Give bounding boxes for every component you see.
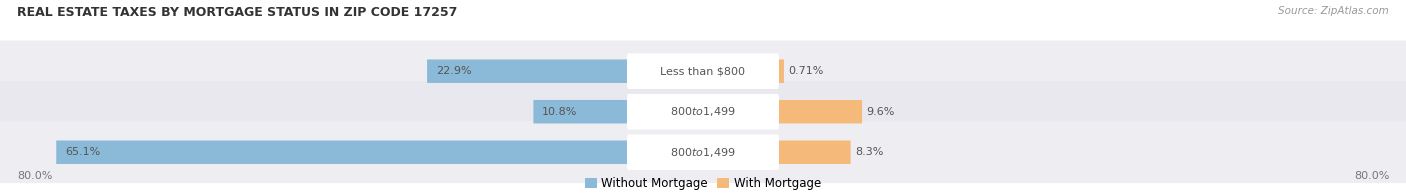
Text: $800 to $1,499: $800 to $1,499 (671, 105, 735, 118)
Text: 8.3%: 8.3% (855, 147, 883, 157)
FancyBboxPatch shape (56, 141, 628, 164)
Legend: Without Mortgage, With Mortgage: Without Mortgage, With Mortgage (585, 177, 821, 190)
FancyBboxPatch shape (0, 40, 1406, 102)
FancyBboxPatch shape (533, 100, 628, 123)
Text: 80.0%: 80.0% (17, 171, 52, 181)
FancyBboxPatch shape (0, 81, 1406, 142)
FancyBboxPatch shape (0, 122, 1406, 183)
Text: 80.0%: 80.0% (1354, 171, 1389, 181)
FancyBboxPatch shape (627, 53, 779, 89)
Text: 65.1%: 65.1% (65, 147, 100, 157)
Text: 22.9%: 22.9% (436, 66, 471, 76)
FancyBboxPatch shape (627, 134, 779, 170)
FancyBboxPatch shape (627, 94, 779, 130)
FancyBboxPatch shape (778, 59, 785, 83)
Text: 0.71%: 0.71% (789, 66, 824, 76)
Text: 10.8%: 10.8% (543, 107, 578, 117)
Text: $800 to $1,499: $800 to $1,499 (671, 146, 735, 159)
Text: 9.6%: 9.6% (866, 107, 894, 117)
Text: Less than $800: Less than $800 (661, 66, 745, 76)
Text: REAL ESTATE TAXES BY MORTGAGE STATUS IN ZIP CODE 17257: REAL ESTATE TAXES BY MORTGAGE STATUS IN … (17, 6, 457, 19)
FancyBboxPatch shape (427, 59, 628, 83)
FancyBboxPatch shape (778, 141, 851, 164)
FancyBboxPatch shape (778, 100, 862, 123)
Text: Source: ZipAtlas.com: Source: ZipAtlas.com (1278, 6, 1389, 16)
